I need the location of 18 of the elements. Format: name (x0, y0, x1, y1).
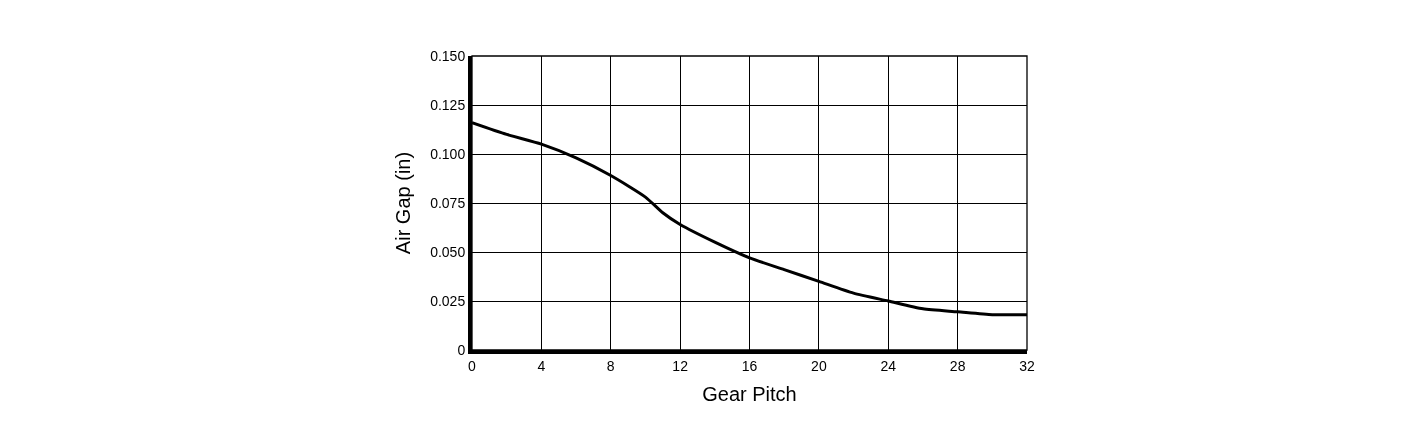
y-tick-label: 0.125 (430, 96, 466, 113)
y-tick-label: 0 (457, 341, 466, 358)
x-tick-label: 12 (672, 357, 689, 374)
x-axis-title: Gear Pitch (702, 382, 797, 405)
x-tick-label: 8 (606, 357, 615, 374)
x-tick-label: 16 (741, 357, 758, 374)
y-axis-title: Air Gap (in) (392, 151, 415, 255)
y-tick-label: 0.025 (430, 292, 466, 309)
x-tick-label: 24 (880, 357, 897, 374)
y-tick-label: 0.150 (430, 47, 466, 64)
y-tick-label: 0.050 (430, 243, 466, 260)
x-tick-label: 32 (1019, 357, 1035, 374)
x-tick-label: 28 (949, 357, 966, 374)
x-tick-label: 4 (537, 357, 546, 374)
y-tick-label: 0.075 (430, 194, 466, 211)
y-tick-label: 0.100 (430, 145, 466, 162)
x-tick-label: 20 (811, 357, 827, 374)
x-tick-label: 0 (468, 357, 477, 374)
